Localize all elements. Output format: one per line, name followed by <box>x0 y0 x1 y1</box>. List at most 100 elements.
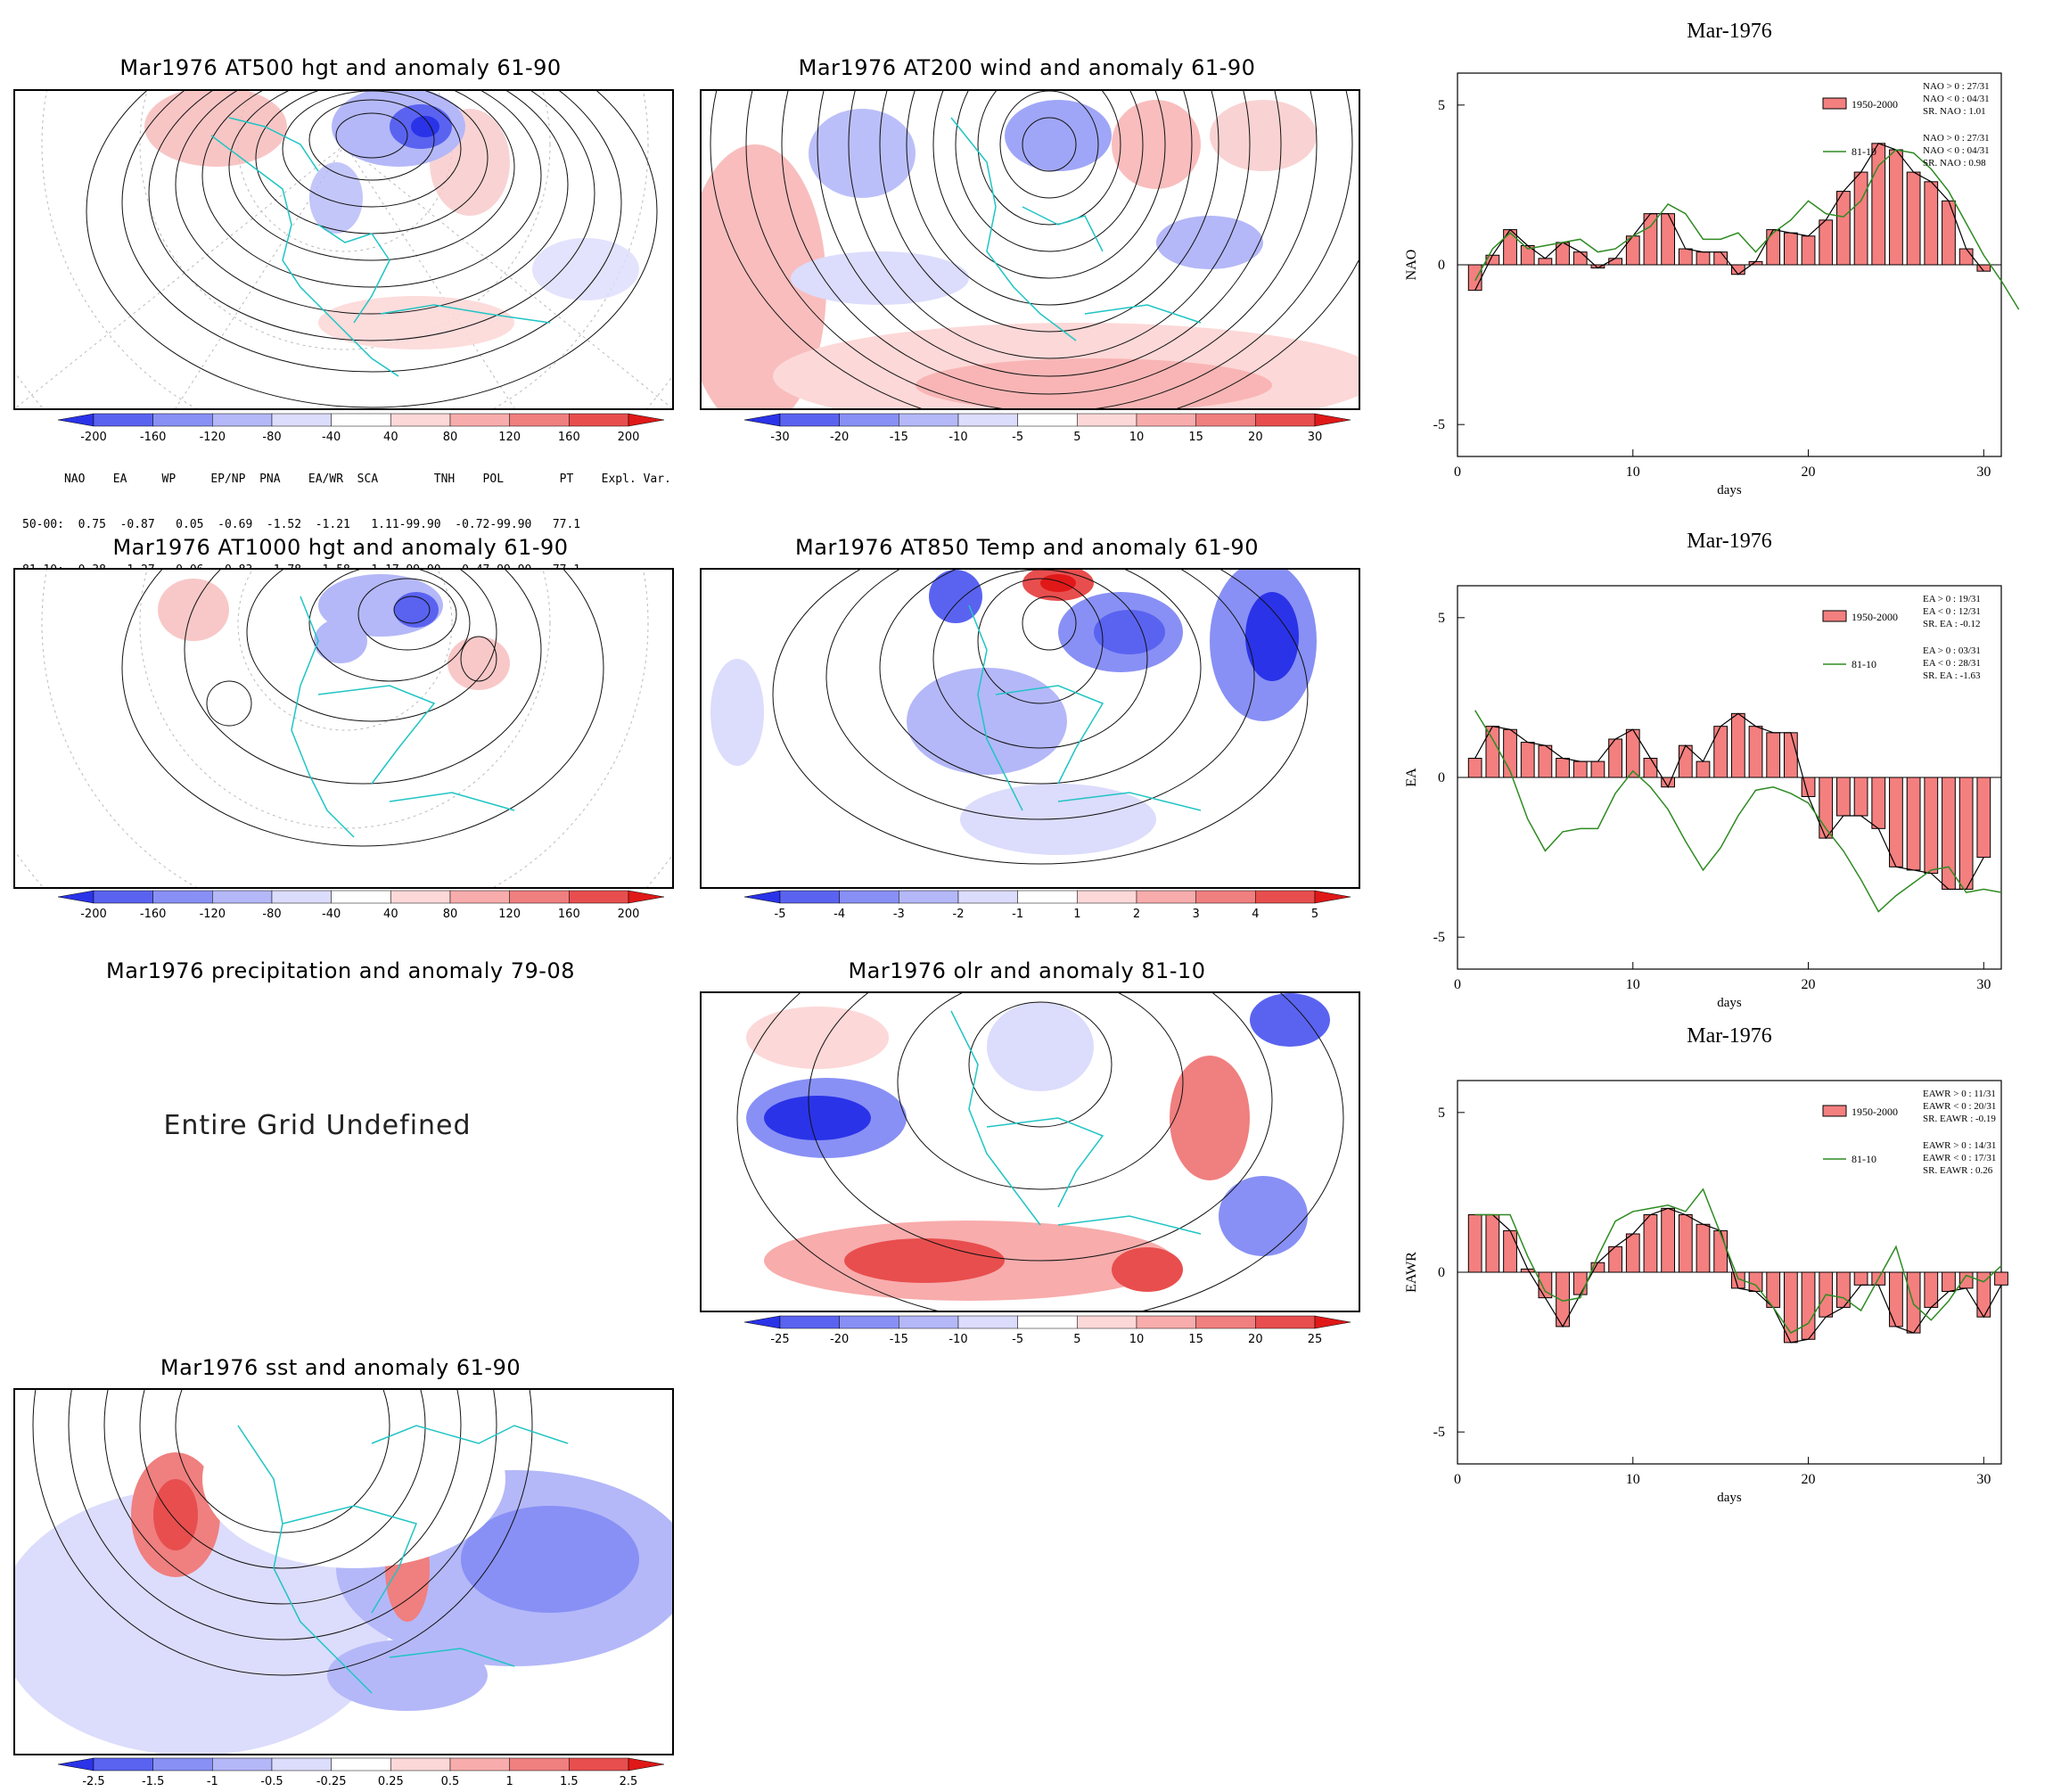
colorbar-tick-label: 10 <box>1129 1333 1145 1346</box>
map-title-olr: Mar1976 olr and anomaly 81-10 <box>848 958 1206 983</box>
legend-bar-stat: NAO < 0 : 04/31 <box>1923 94 1990 104</box>
legend-line-stat: EAWR < 0 : 17/31 <box>1923 1153 1996 1163</box>
legend-line-stat: NAO > 0 : 27/31 <box>1923 133 1990 144</box>
legend-line-stat: NAO < 0 : 04/31 <box>1923 145 1990 156</box>
bar-1950-2000 <box>1696 760 1711 778</box>
map-at500-plot <box>15 91 672 408</box>
bar-1950-2000 <box>1853 171 1868 266</box>
y-tick-label: 0 <box>1438 258 1445 273</box>
legend-bar-stat: EA > 0 : 19/31 <box>1923 594 1981 604</box>
colorbar-swatch <box>271 413 332 427</box>
bar-1950-2000 <box>1661 213 1676 266</box>
colorbar-swatch <box>628 1757 665 1771</box>
x-tick-label: 20 <box>1802 1472 1816 1487</box>
colorbar-swatch <box>839 1315 899 1329</box>
colorbar-swatch <box>569 1757 629 1771</box>
bar-1950-2000 <box>1801 235 1816 266</box>
colorbar-swatch <box>779 890 840 904</box>
colorbar-swatch <box>1314 413 1351 427</box>
colorbar-tick-label: 10 <box>1129 431 1145 444</box>
map-at500 <box>13 89 674 410</box>
bar-1950-2000 <box>1696 1223 1711 1273</box>
colorbar-swatch <box>1255 890 1316 904</box>
colorbar-swatch <box>1136 1315 1196 1329</box>
colorbar-swatch <box>628 890 665 904</box>
bar-top-line <box>1474 1207 2002 1344</box>
bar-1950-2000 <box>1783 732 1798 778</box>
x-tick-label: 10 <box>1626 1472 1640 1487</box>
bar-1950-2000 <box>1625 1233 1640 1273</box>
legend-line-stat: EAWR > 0 : 14/31 <box>1923 1140 1996 1151</box>
ts-title-nao: Mar-1976 <box>1687 20 1772 43</box>
colorbar-sst: -2.5 -1.5 -1 -0.5 -0.25 0.25 0.5 1 1.5 2.5 <box>57 1757 665 1788</box>
x-tick-label: 20 <box>1802 977 1816 992</box>
colorbar-tick-label: 1 <box>506 1775 513 1788</box>
bar-1950-2000 <box>1713 1229 1728 1273</box>
colorbar-tick-label: -1.5 <box>142 1775 164 1788</box>
colorbar-swatch <box>152 413 213 427</box>
bar-1950-2000 <box>1572 760 1588 778</box>
colorbar-swatch <box>1017 413 1078 427</box>
colorbar-swatch <box>1017 1315 1078 1329</box>
colorbar-swatch <box>899 1315 959 1329</box>
ts-chart-nao: 0 10 20 30 -5 0 5 days NAO 1950-2000 NAO > 0 : 27/… <box>1404 72 2020 497</box>
colorbar-tick-label: -15 <box>890 431 908 444</box>
bar-1950-2000 <box>1713 726 1728 778</box>
colorbar-tick-label: 3 <box>1193 908 1200 921</box>
x-tick-label: 0 <box>1454 464 1461 480</box>
map-at1000-plot <box>15 570 672 887</box>
colorbar-tick-label: 5 <box>1073 431 1080 444</box>
colorbar-tick-label: 25 <box>1308 1333 1323 1346</box>
colorbar-tick-label: -3 <box>893 908 905 921</box>
line-81-10 <box>1474 1188 2002 1335</box>
legend-bar-stat: SR. NAO : 1.01 <box>1923 106 1986 117</box>
bar-1950-2000 <box>1643 1214 1658 1273</box>
bar-1950-2000 <box>1871 777 1886 829</box>
legend-bar-stat: SR. EAWR : -0.19 <box>1923 1114 1996 1124</box>
bar-1950-2000 <box>1467 1214 1482 1273</box>
ts-title-ea: Mar-1976 <box>1687 530 1772 553</box>
colorbar-swatch <box>212 1757 273 1771</box>
colorbar-tick-label: 1 <box>1073 908 1080 921</box>
legend-bar-swatch <box>1822 97 1847 110</box>
colorbar-swatch <box>1136 413 1196 427</box>
legend-line-label: 81-10 <box>1852 658 1876 670</box>
legend-bar-stat: SR. EA : -0.12 <box>1923 619 1980 629</box>
colorbar-tick-label: -5 <box>1012 1333 1023 1346</box>
legend-bar-swatch <box>1822 610 1847 622</box>
colorbar-swatch <box>839 890 899 904</box>
bar-1950-2000 <box>1924 1271 1939 1308</box>
colorbar-tick-label: -0.5 <box>260 1775 283 1788</box>
colorbar-tick-label: -80 <box>262 908 281 921</box>
colorbar-tick-label: -10 <box>948 431 967 444</box>
bar-1950-2000 <box>1643 758 1658 778</box>
map-title-at850: Mar1976 AT850 Temp and anomaly 61-90 <box>795 535 1259 560</box>
colorbar-tick-label: -5 <box>1012 431 1023 444</box>
bar-1950-2000 <box>1906 171 1921 266</box>
x-tick-label: 10 <box>1626 977 1640 992</box>
bar-1950-2000 <box>1503 1229 1517 1273</box>
colorbar-swatch <box>271 1757 332 1771</box>
colorbar-swatch <box>628 413 665 427</box>
legend-bar-label: 1950-2000 <box>1852 1106 1898 1118</box>
legend-bar-stat: EA < 0 : 12/31 <box>1923 606 1981 617</box>
map-sst <box>13 1388 674 1755</box>
colorbar-tick-label: -1 <box>1012 908 1023 921</box>
colorbar-swatch <box>509 413 570 427</box>
colorbar-swatch <box>1314 890 1351 904</box>
bar-1950-2000 <box>1556 242 1570 266</box>
bar-1950-2000 <box>1678 1214 1693 1273</box>
colorbar-tick-label: -200 <box>80 431 107 444</box>
colorbar-tick-label: -160 <box>140 431 167 444</box>
legend-bar-swatch <box>1822 1105 1847 1117</box>
colorbar-tick-label: -160 <box>140 908 167 921</box>
colorbar-swatch <box>212 890 273 904</box>
bar-1950-2000 <box>1994 1271 2008 1286</box>
colorbar-tick-label: 0.5 <box>441 1775 460 1788</box>
stats-header: NAO EA WP EP/NP PNA EA/WR SCA TNH POL PT… <box>22 473 671 486</box>
colorbar-swatch <box>1195 890 1256 904</box>
legend-bar-stat: EAWR < 0 : 20/31 <box>1923 1101 1996 1112</box>
colorbar-tick-label: 30 <box>1308 431 1323 444</box>
x-tick-label: 10 <box>1626 464 1640 480</box>
line-81-10 <box>1474 149 2020 310</box>
